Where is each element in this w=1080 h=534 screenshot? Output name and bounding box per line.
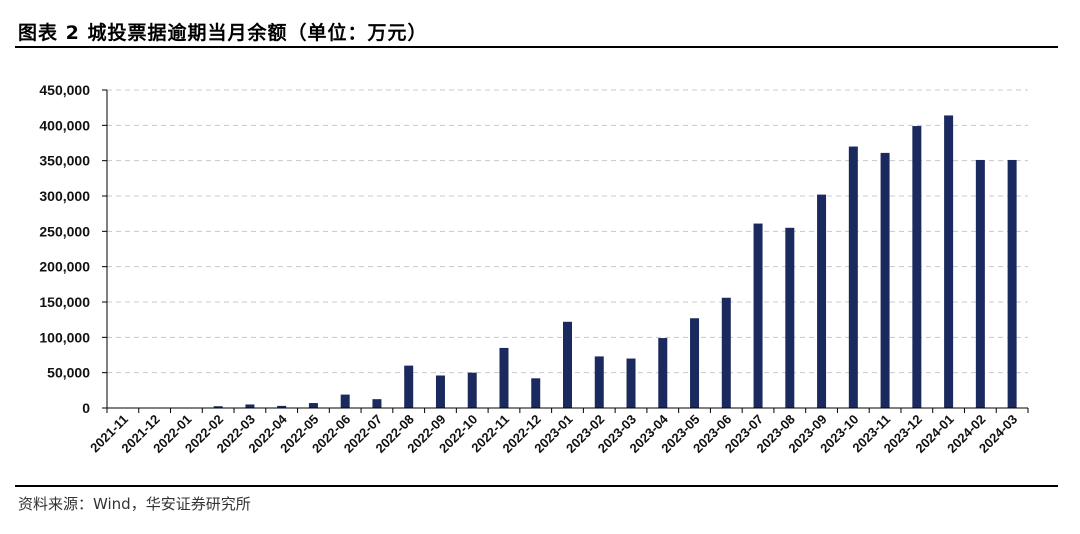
bar: [435, 375, 445, 408]
y-tick-label: 100,000: [39, 329, 90, 345]
bar: [690, 318, 700, 408]
bar: [594, 356, 604, 408]
y-tick-label: 450,000: [39, 82, 90, 98]
source-note: 资料来源：Wind，华安证券研究所: [18, 495, 251, 513]
bar: [880, 152, 890, 408]
bar-chart: 0 50,000 100,000 150,000 200,000 250,000 300,0…: [39, 82, 1029, 456]
y-tick-label: 150,000: [39, 294, 90, 310]
bar: [1007, 159, 1017, 408]
axes: [102, 89, 1029, 413]
bars: [118, 115, 1017, 409]
y-tick-label: 50,000: [47, 365, 90, 381]
y-axis-tick-labels: 0 50,000 100,000 150,000 200,000 250,000 300,0…: [39, 82, 90, 416]
bar: [372, 399, 382, 408]
y-tick-label: 250,000: [39, 223, 90, 239]
bar: [499, 347, 509, 408]
bar: [308, 403, 318, 408]
title-underline: [15, 46, 1058, 48]
bar: [404, 365, 414, 408]
bar: [785, 227, 795, 408]
y-tick-label: 300,000: [39, 188, 90, 204]
bar: [975, 159, 985, 408]
bar: [817, 194, 827, 408]
gridlines: [107, 89, 1028, 374]
bar: [340, 394, 350, 408]
y-tick-label: 400,000: [39, 117, 90, 133]
bar: [848, 146, 858, 409]
bar: [721, 297, 731, 408]
bar: [944, 115, 954, 408]
y-tick-label: 200,000: [39, 259, 90, 275]
bar: [467, 372, 477, 408]
bar: [626, 358, 636, 408]
bar: [912, 126, 922, 408]
bar: [277, 405, 287, 408]
bar: [753, 223, 763, 408]
figure-title: 图表 2 城投票据逾期当月余额（单位：万元）: [18, 22, 428, 44]
y-tick-label: 350,000: [39, 153, 90, 169]
bar: [531, 378, 541, 408]
bar: [245, 404, 255, 408]
bar: [213, 406, 223, 408]
bar: [658, 338, 668, 408]
footer-rule: [15, 485, 1058, 487]
y-tick-label: 0: [82, 400, 90, 416]
x-axis-tick-labels: 2021-112021-122022-012022-022022-032022-…: [87, 411, 1020, 456]
bar: [563, 321, 572, 408]
